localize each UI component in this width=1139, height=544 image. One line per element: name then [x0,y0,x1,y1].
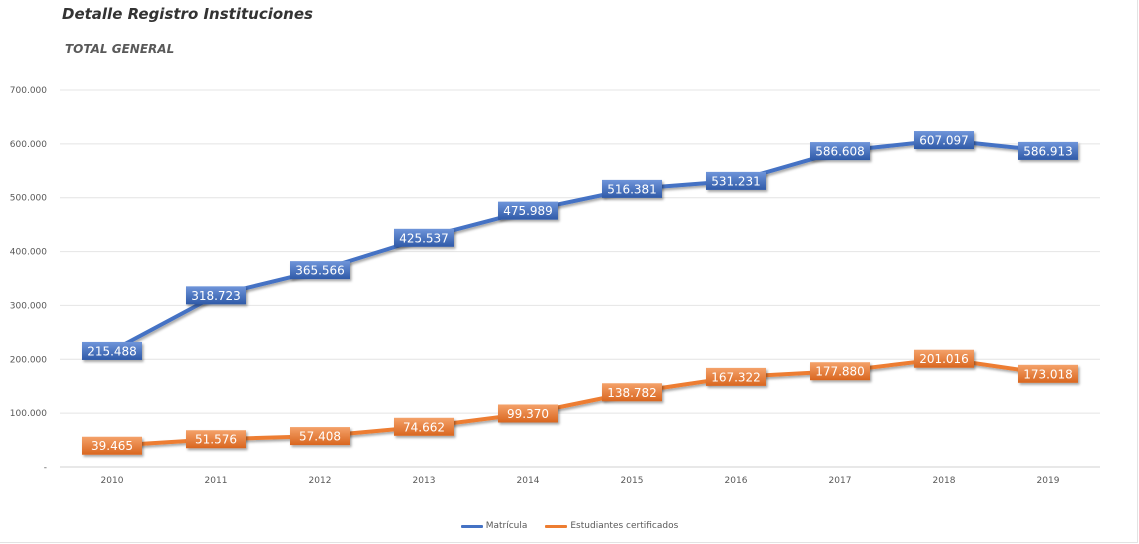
data-label-group: 531.231 [706,171,766,190]
data-label-group: 167.322 [706,367,766,386]
data-label-group: 39.465 [82,436,142,455]
data-label-box [810,142,870,161]
data-label-group: 215.488 [82,341,142,360]
legend-item-matricula[interactable]: Matrícula [460,521,528,531]
data-label-box [1018,141,1078,160]
data-label-box [82,341,142,360]
y-tick-label: 200.000 [10,355,47,365]
data-label-box [498,404,558,423]
x-tick-label: 2017 [829,476,852,486]
x-tick-label: 2012 [309,476,332,486]
data-label-box [82,436,142,455]
data-label-group: 425.537 [394,228,454,247]
data-label-group: 586.913 [1018,141,1078,160]
legend: Matrícula Estudiantes certificados [0,521,1139,531]
data-label: 74.662 [403,420,445,434]
data-label: 177.880 [815,365,865,379]
data-label-box [602,179,662,198]
data-label: 51.576 [195,433,237,447]
y-tick-label: 100.000 [10,409,47,419]
y-tick-label: - [44,463,47,473]
legend-item-certificados[interactable]: Estudiantes certificados [545,521,678,531]
data-label-box [394,417,454,436]
data-label-box [602,383,662,402]
data-label-group: 586.608 [810,142,870,161]
y-tick-label: 400.000 [10,248,47,258]
data-label: 607.097 [919,134,969,148]
data-label-group: 318.723 [186,286,246,305]
data-label: 586.608 [815,145,865,159]
data-label-box [498,201,558,220]
data-label: 57.408 [299,430,341,444]
x-tick-label: 2010 [101,476,124,486]
x-tick-label: 2015 [621,476,644,486]
data-label-box [186,430,246,449]
chart-title: Detalle Registro Instituciones [62,5,313,23]
data-label: 99.370 [507,407,549,421]
chart-subtitle: TOTAL GENERAL [65,42,175,56]
y-tick-label: 300.000 [10,301,47,311]
data-label-group: 57.408 [290,427,350,446]
x-tick-label: 2016 [725,476,748,486]
series-line-1[interactable] [110,356,1050,448]
data-label-box [810,362,870,381]
y-tick-label: 600.000 [10,140,47,150]
data-label-group: 51.576 [186,430,246,449]
data-label: 138.782 [607,386,657,400]
x-tick-label: 2014 [517,476,540,486]
data-label: 516.381 [607,182,657,196]
data-label: 586.913 [1023,144,1073,158]
data-label-group: 365.566 [290,261,350,280]
y-tick-label: 500.000 [10,194,47,204]
data-label-box [706,367,766,386]
x-tick-label: 2011 [205,476,228,486]
x-tick-label: 2018 [933,476,956,486]
data-label-group: 138.782 [602,383,662,402]
gridlines [60,89,1100,468]
data-label: 531.231 [711,174,761,188]
data-label-group: 475.989 [498,201,558,220]
legend-label-matricula: Matrícula [485,521,528,531]
legend-swatch-certificados [545,524,568,528]
data-label: 425.537 [399,231,449,245]
data-label-box [914,349,974,368]
x-tick-label: 2013 [413,476,436,486]
y-tick-label: 700.000 [10,86,47,96]
data-label-box [1018,364,1078,383]
data-label-group: 74.662 [394,417,454,436]
data-label-group: 173.018 [1018,364,1078,383]
data-label-group: 607.097 [914,131,974,150]
data-label-group: 177.880 [810,362,870,381]
axes: - 100.000 200.000 300.000 400.000 500.000 600.… [10,86,1060,486]
data-label-box [290,261,350,280]
data-label: 215.488 [87,344,137,358]
data-label: 475.989 [503,204,553,218]
x-tick-label: 2019 [1037,476,1060,486]
data-label: 201.016 [919,352,969,366]
legend-label-certificados: Estudiantes certificados [570,521,679,531]
data-label: 365.566 [295,264,345,278]
legend-swatch-matricula [460,524,483,528]
data-label-group: 201.016 [914,349,974,368]
data-label-box [290,427,350,446]
data-label-box [914,131,974,150]
series-lines [110,138,1050,448]
series-line-0[interactable] [110,138,1050,353]
data-labels: 215.488 318.723 365.566 425.537 475.989 516.3… [82,131,1078,455]
data-label: 167.322 [711,370,761,384]
data-label-box [394,228,454,247]
data-label-box [186,286,246,305]
data-label: 39.465 [91,439,133,453]
data-label-group: 516.381 [602,179,662,198]
data-label-group: 99.370 [498,404,558,423]
data-label: 318.723 [191,289,241,303]
data-label-box [706,171,766,190]
data-label: 173.018 [1023,367,1073,381]
